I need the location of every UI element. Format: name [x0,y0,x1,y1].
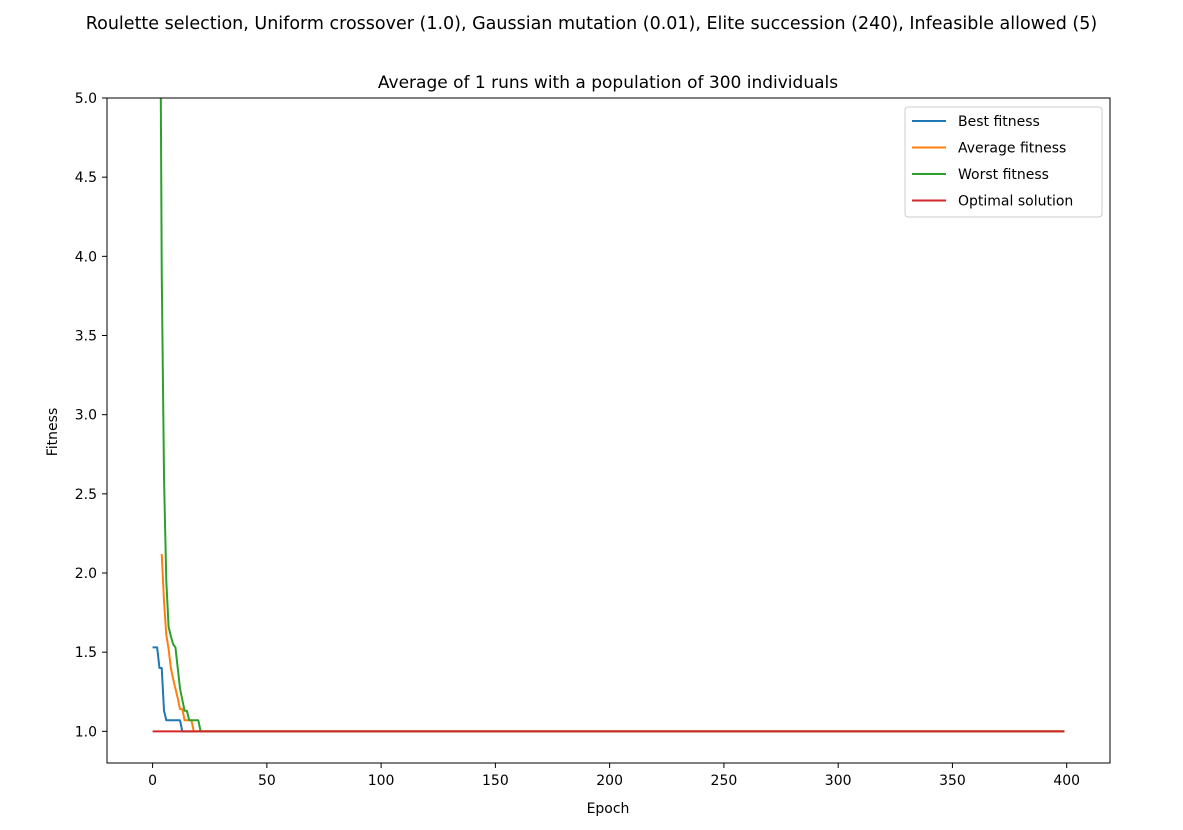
y-axis-label: Fitness [45,408,61,457]
legend: Best fitness Average fitness Worst fitness… [904,106,1103,218]
x-tick-label: 50 [258,773,276,789]
plot-frame [106,97,1111,764]
y-tick-label: 5.0 [75,91,97,107]
series-line-worst-fitness [159,98,1065,733]
y-tick-label: 4.0 [75,249,97,265]
y-tick-label: 2.0 [75,566,97,582]
x-tick-label: 0 [148,773,157,789]
x-tick-label: 400 [1053,773,1080,789]
series-line-best-fitness [152,646,1065,733]
legend-label: Best fitness [958,114,1040,130]
x-tick-label: 300 [825,773,852,789]
x-tick-label: 100 [368,773,395,789]
x-tick-label: 150 [482,773,509,789]
x-axis-label: Epoch [587,801,630,817]
legend-label: Worst fitness [958,167,1049,183]
y-tick-label: 1.0 [75,724,97,740]
legend-frame [904,106,1103,218]
y-tick-label: 2.5 [75,487,97,503]
series-layer [152,98,1065,733]
chart-title: Average of 1 runs with a population of 3… [378,73,838,93]
y-tick-label: 3.0 [75,408,97,424]
x-tick-label: 250 [711,773,738,789]
figure-suptitle: Roulette selection, Uniform crossover (1… [86,14,1097,34]
x-tick-label: 200 [596,773,623,789]
x-axis: 0 50 100 150 200 250 300 350 400 [148,763,1080,789]
legend-label: Optimal solution [958,194,1073,210]
x-tick-label: 350 [939,773,966,789]
y-tick-label: 1.5 [75,645,97,661]
y-tick-label: 3.5 [75,329,97,345]
y-tick-label: 4.5 [75,170,97,186]
y-axis: 1.0 1.5 2.0 2.5 3.0 3.5 4.0 4.5 5.0 [75,91,107,740]
legend-label: Average fitness [958,141,1066,157]
